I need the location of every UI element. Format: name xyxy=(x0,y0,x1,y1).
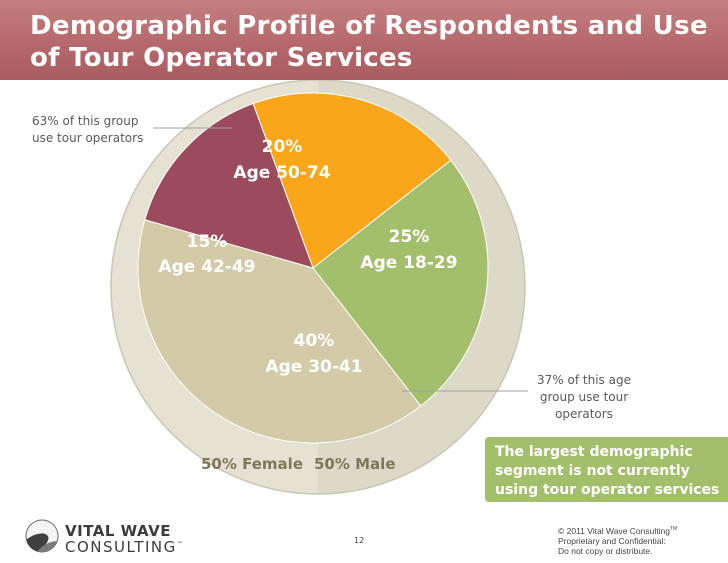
slice-age-label: Age 18-29 xyxy=(360,253,457,273)
pie-slice-age-42-49 xyxy=(144,102,314,269)
logo-trademark: ™ xyxy=(176,541,185,548)
page-number: 12 xyxy=(354,536,365,545)
callout-left: 63% of this group use tour operators xyxy=(32,114,144,145)
slice-pct-label: 25% xyxy=(389,227,430,247)
logo-text-consulting: CONSULTING™ xyxy=(65,538,184,556)
pie-slice-labels: 20% Age 50-74 25% Age 18-29 40% Age 30-41 15% A… xyxy=(158,137,457,377)
page-title: Demographic Profile of Respondents and U… xyxy=(30,11,708,73)
copyright-line-3: Do not copy or distribute. xyxy=(558,545,653,556)
slice-age-label: Age 30-41 xyxy=(265,357,362,377)
highlight-text: The largest demographic segment is not c… xyxy=(495,444,720,498)
slice-pct-label: 40% xyxy=(294,331,335,351)
slice-age-label: Age 50-74 xyxy=(233,163,330,183)
pie-chart: 20% Age 50-74 25% Age 18-29 40% Age 30-41 15% A… xyxy=(110,80,528,495)
callout-right: 37% of this age group use tour operators xyxy=(537,373,631,421)
pie-slices xyxy=(137,92,489,444)
pie-slice-age-50-74 xyxy=(252,92,452,269)
pie-slice-age-30-41 xyxy=(137,219,422,444)
logo-globe-icon xyxy=(25,519,59,553)
logo-text-vital-wave: VITAL WAVE xyxy=(65,522,171,540)
company-logo: VITAL WAVE CONSULTING™ xyxy=(24,518,184,558)
copyright-line-1: © 2011 Vital Wave ConsultingTM xyxy=(558,524,723,536)
female-label: 50% Female xyxy=(201,455,303,473)
slice-pct-label: 20% xyxy=(262,137,303,157)
copyright-trademark: TM xyxy=(669,526,678,532)
pie-slice-age-18-29 xyxy=(312,159,489,407)
copyright-text: © 2011 Vital Wave Consulting xyxy=(558,525,670,536)
male-label: 50% Male xyxy=(314,455,396,473)
title-bar: Demographic Profile of Respondents and U… xyxy=(0,0,728,80)
copyright-notice: © 2011 Vital Wave ConsultingTM Proprieta… xyxy=(558,524,723,556)
highlight-box: The largest demographic segment is not c… xyxy=(485,437,728,502)
copyright-line-2: Proprietary and Confidential: xyxy=(558,535,666,546)
slice-age-label: Age 42-49 xyxy=(158,257,255,277)
slice-pct-label: 15% xyxy=(187,232,228,252)
logo-text-consulting-word: CONSULTING xyxy=(65,538,177,556)
ring-outline xyxy=(110,80,526,495)
